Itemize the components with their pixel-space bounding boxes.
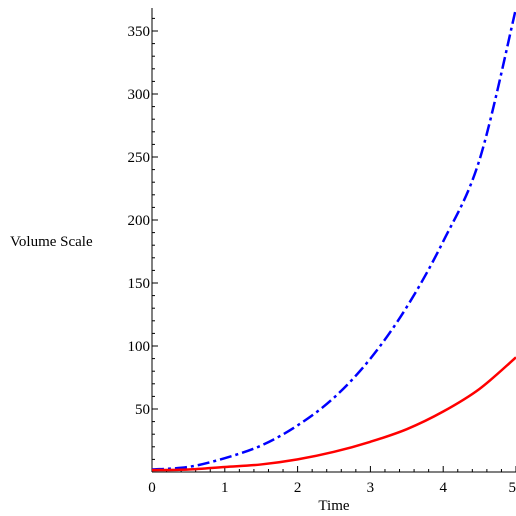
y-tick-label: 350: [128, 24, 151, 40]
y-tick-label: 150: [128, 276, 151, 292]
x-tick-label: 4: [439, 480, 447, 496]
series-group: [151, 8, 516, 472]
series-line-blue-dashdot: [151, 8, 516, 471]
y-axis-label: Volume Scale: [10, 234, 93, 250]
y-tick-label: 50: [135, 402, 150, 418]
x-tick-label: 0: [148, 480, 156, 496]
y-tick-label: 200: [128, 213, 151, 229]
y-tick-label: 250: [128, 150, 151, 166]
x-tick-label: 1: [221, 480, 229, 496]
y-tick-label: 300: [128, 87, 151, 103]
series-line-red-solid: [151, 356, 516, 472]
x-tick-label: 2: [294, 480, 302, 496]
x-tick-label: 3: [367, 480, 375, 496]
x-axis-label: Time: [318, 498, 349, 514]
tick-labels: 50 100 150 200 250 300 350 0 1 2 3 4 5: [128, 24, 516, 496]
y-tick-label: 100: [128, 339, 151, 355]
x-tick-label: 5: [509, 480, 516, 496]
